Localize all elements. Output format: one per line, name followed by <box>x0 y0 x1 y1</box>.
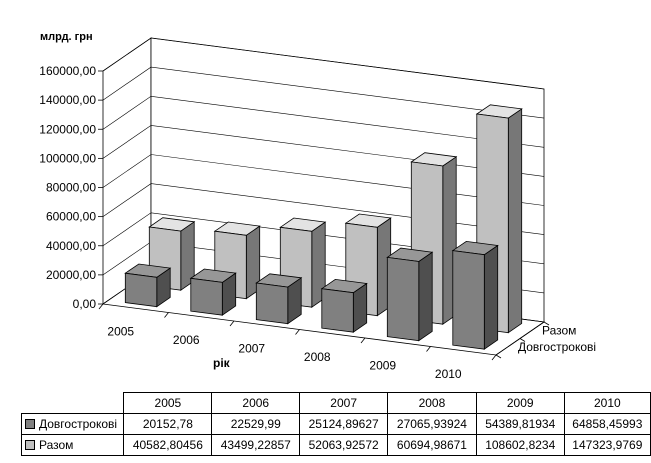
depth-axis-label: Довгострокові <box>518 340 596 354</box>
table-year-header: 2007 <box>299 392 389 414</box>
table-year-header: 2005 <box>123 392 213 414</box>
depth-tick-mark <box>543 321 550 326</box>
table-value-cell: 147323,9769 <box>563 434 651 456</box>
series-dovhostrokovi-bars <box>124 240 499 350</box>
table-value-cell: 20152,78 <box>123 413 213 435</box>
bar-razom-2005 <box>148 217 196 291</box>
chart: млрд. грн 0,00 20000,00 40000,00 60000,00 80… <box>39 31 596 381</box>
y-tick-label: 40000,00 <box>46 239 96 253</box>
bar-dovhostrokovi-2005 <box>124 263 172 308</box>
table-year-header: 2008 <box>387 392 477 414</box>
x-axis-title: рік <box>213 356 231 370</box>
gridline <box>102 125 545 177</box>
depth-axis-label: Разом <box>542 323 576 337</box>
x-tick-mark <box>229 320 235 327</box>
y-axis-unit-label: млрд. грн <box>40 31 93 43</box>
bar-dovhostrokovi-2008 <box>320 278 368 333</box>
x-tick-mark <box>491 354 497 361</box>
table-year-header: 2009 <box>475 392 565 414</box>
gridline <box>102 66 545 119</box>
x-tick-mark <box>98 303 104 310</box>
y-tick-label: 0,00 <box>73 297 97 311</box>
table-value-cell: 60694,98671 <box>387 434 477 456</box>
x-tick-label: 2005 <box>107 324 134 338</box>
table-row: Разом 40582,80456 43499,22857 52063,92572 60… <box>20 434 651 456</box>
y-tick-label: 120000,00 <box>39 122 96 136</box>
table-year-header: 2006 <box>211 392 301 414</box>
bar-dovhostrokovi-2006 <box>189 268 237 316</box>
table-value-cell: 25124,89627 <box>299 413 389 435</box>
table-value-cell: 27065,93924 <box>387 413 477 435</box>
table-value-cell: 43499,22857 <box>211 434 301 456</box>
y-tick-label: 140000,00 <box>39 93 96 107</box>
depth-tick-mark <box>519 338 526 342</box>
legend-swatch <box>25 419 35 429</box>
bar-dovhostrokovi-2010 <box>451 240 499 350</box>
depth-axis-labels: Разом Довгострокові <box>495 321 596 359</box>
table-series-label: Довгострокові <box>20 413 125 435</box>
data-table: 2005 2006 2007 2008 2009 2010 Довгострокові 20… <box>20 392 651 456</box>
legend-swatch <box>25 440 35 450</box>
depth-tick-mark <box>495 354 502 359</box>
x-tick-mark <box>360 337 366 344</box>
gridline <box>102 37 545 90</box>
table-row: Довгострокові 20152,78 22529,99 25124,89627… <box>20 413 651 435</box>
bar-dovhostrokovi-2009 <box>386 247 434 342</box>
table-year-header: 2010 <box>563 392 651 414</box>
y-tick-label: 20000,00 <box>46 268 96 282</box>
table-value-cell: 22529,99 <box>211 413 301 435</box>
table-series-label: Разом <box>20 434 125 456</box>
y-tick-label: 80000,00 <box>46 181 96 195</box>
table-value-cell: 108602,8234 <box>475 434 565 456</box>
y-tick-label: 100000,00 <box>39 151 96 165</box>
y-tick-label: 60000,00 <box>46 210 96 224</box>
bar-dovhostrokovi-2007 <box>255 273 303 325</box>
table-value-cell: 64858,45993 <box>563 413 651 435</box>
x-tick-mark <box>426 346 431 352</box>
y-tick-label: 160000,00 <box>39 64 96 78</box>
x-tick-label: 2006 <box>173 333 200 347</box>
table-corner-cell <box>21 392 125 414</box>
x-tick-mark <box>295 329 300 335</box>
table-header-row: 2005 2006 2007 2008 2009 2010 <box>21 392 651 414</box>
table-value-cell: 54389,81934 <box>475 413 565 435</box>
y-axis-ticks: 0,00 20000,00 40000,00 60000,00 80000,00 1000… <box>39 64 103 311</box>
x-tick-label: 2009 <box>369 358 396 372</box>
gridline <box>102 95 545 148</box>
x-tick-label: 2007 <box>238 341 265 355</box>
x-tick-mark <box>164 312 169 318</box>
x-tick-label: 2010 <box>435 367 462 381</box>
series-razom-bars <box>148 104 523 334</box>
x-axis-ticks: 2005 2006 2007 2008 2009 2010 <box>98 303 497 381</box>
x-tick-label: 2008 <box>304 350 331 364</box>
table-value-cell: 52063,92572 <box>299 434 389 456</box>
table-value-cell: 40582,80456 <box>123 434 213 456</box>
